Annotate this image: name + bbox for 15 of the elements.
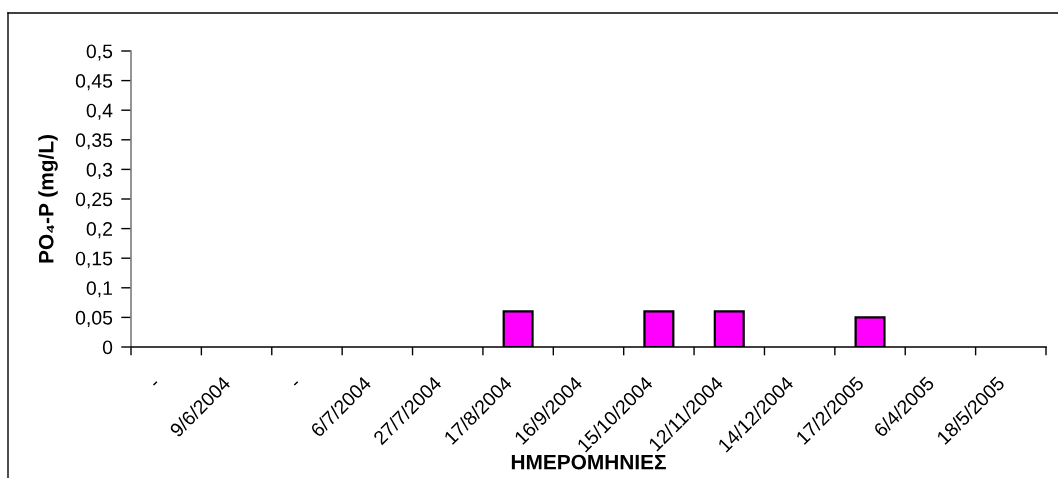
y-tick-label: 0,05 [75, 310, 113, 327]
y-tick-label: 0,2 [86, 222, 112, 239]
x-tick-label: - [293, 381, 299, 386]
y-tick-label: 0 [102, 340, 113, 355]
y-tick-label: 0,45 [75, 74, 113, 91]
y-tick-label: 0,3 [86, 162, 113, 179]
y-tick-label: 0,15 [75, 251, 113, 268]
y-tick-label: 0,4 [86, 103, 113, 120]
y-tick-label: 0,25 [75, 192, 113, 209]
y-axis-title: PO₄-P (mg/L) [38, 135, 58, 263]
y-tick-label: 0,1 [86, 281, 112, 298]
y-tick-label: 0,5 [86, 44, 113, 61]
y-tick-label: 0,35 [75, 133, 113, 150]
x-tick-label: - [153, 381, 158, 386]
x-axis-title: ΗΜΕΡΟΜΗΝΙΕΣ [511, 454, 666, 470]
